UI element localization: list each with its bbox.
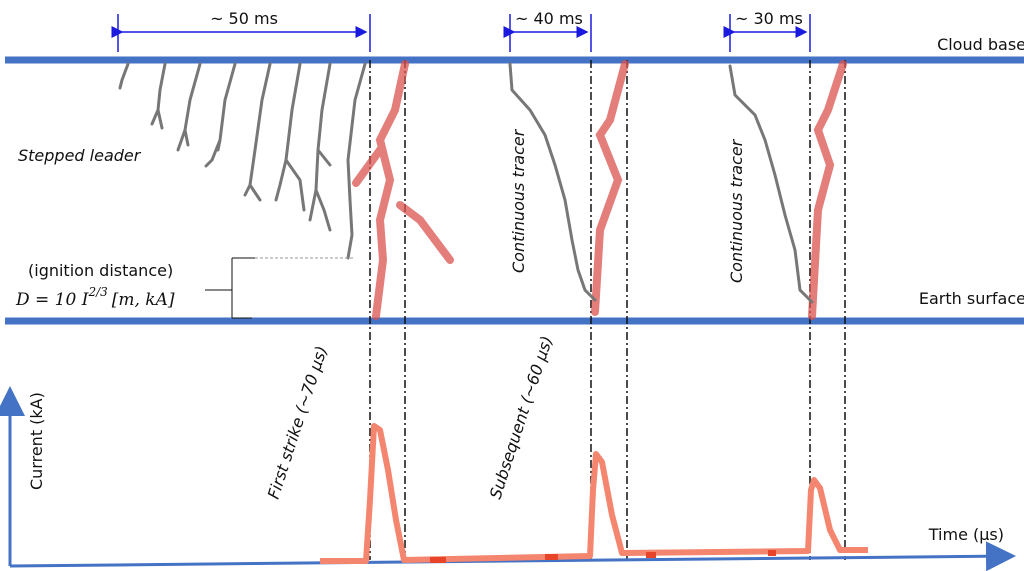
tracers xyxy=(508,62,814,304)
strike-label: Subsequent (~60 μs) xyxy=(486,334,557,502)
stepped-leaders xyxy=(118,62,367,260)
formula-lhs: D = 10 I xyxy=(15,290,89,310)
x-axis-label: Time (μs) xyxy=(928,525,1004,544)
formula-exp: 2/3 xyxy=(87,285,108,299)
interval-markers xyxy=(111,14,811,52)
strike-label: First strike (~70 μs) xyxy=(264,344,331,502)
return-strokes xyxy=(352,60,847,320)
ground-lines xyxy=(5,56,1024,325)
tracer-label: Continuous tracer xyxy=(727,138,746,283)
cloud-label: Cloud base xyxy=(937,35,1024,54)
earth-label: Earth surface xyxy=(919,289,1024,308)
y-axis-label: Current (kA) xyxy=(27,392,46,490)
interval-label: ~ 30 ms xyxy=(735,9,803,28)
formula: D = 10 I2/3 [m, kA] xyxy=(15,285,175,310)
axes xyxy=(0,386,1016,571)
formula-units: [m, kA] xyxy=(112,290,175,310)
tracer-label: Continuous tracer xyxy=(509,128,528,273)
ignition-label: (ignition distance) xyxy=(28,261,173,280)
stepped-leader-label: Stepped leader xyxy=(18,146,142,165)
interval-label: ~ 40 ms xyxy=(515,9,583,28)
interval-label: ~ 50 ms xyxy=(210,9,278,28)
current-waveform xyxy=(320,423,868,564)
time-markers xyxy=(369,60,846,560)
bracket xyxy=(205,257,255,319)
